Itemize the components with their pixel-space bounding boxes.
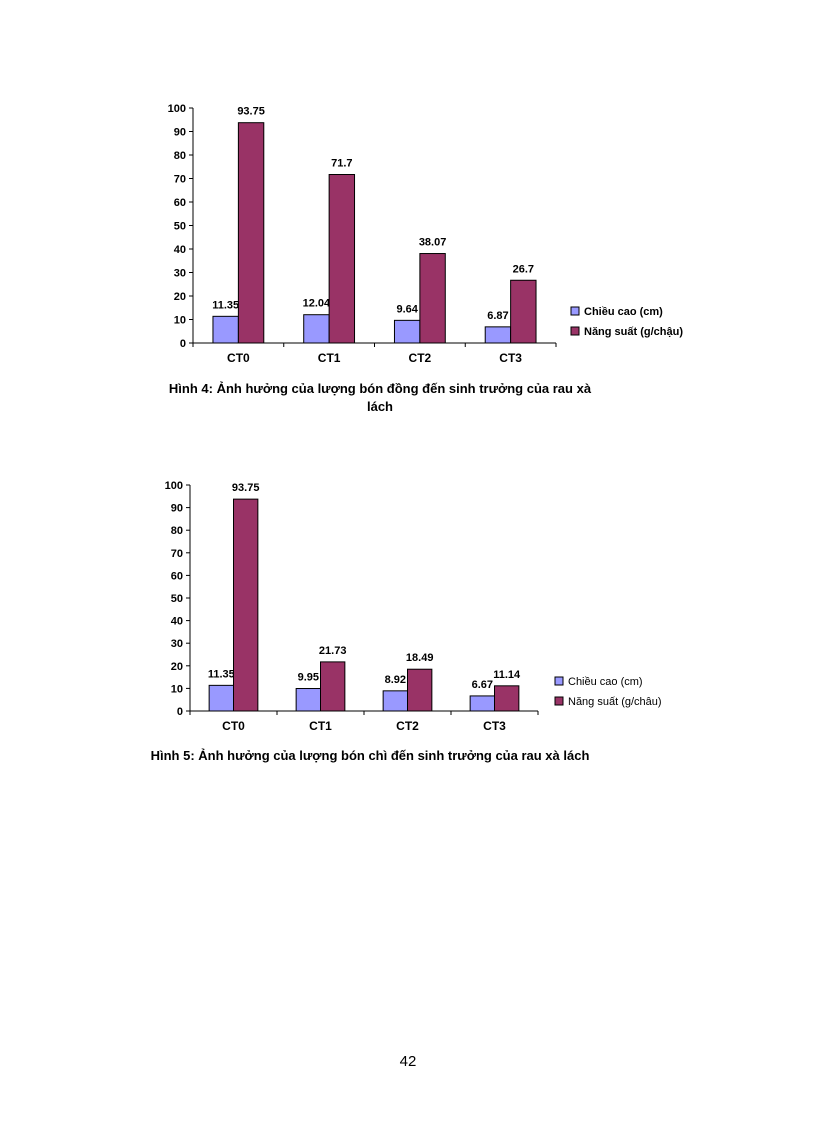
data-label: 11.14	[493, 669, 521, 681]
data-label: 71.7	[331, 158, 352, 170]
bar-height	[303, 314, 330, 344]
x-tick-label: CT3	[483, 719, 506, 733]
y-tick-label: 50	[174, 221, 186, 233]
data-label: 93.75	[237, 106, 265, 118]
data-label: 26.7	[513, 263, 534, 275]
legend-label: Chiều cao (cm)	[584, 306, 663, 318]
bar-yield	[407, 668, 433, 712]
bar-yield	[320, 661, 346, 712]
y-tick-label: 0	[177, 706, 183, 718]
y-tick-label: 40	[171, 616, 183, 628]
bar-yield	[510, 279, 537, 344]
y-tick-label: 70	[171, 548, 183, 560]
page-number: 42	[399, 1053, 417, 1070]
y-tick-label: 30	[171, 638, 183, 650]
y-tick-label: 100	[168, 103, 186, 115]
y-tick-label: 20	[171, 661, 183, 673]
bar-yield	[419, 253, 446, 344]
x-tick-label: CT2	[396, 719, 419, 733]
y-tick-label: 0	[180, 338, 186, 350]
bar-yield	[233, 498, 259, 712]
x-tick-label: CT1	[318, 351, 341, 365]
legend-label: Năng suất (g/châu)	[568, 696, 662, 708]
data-label: 38.07	[419, 237, 447, 249]
y-tick-label: 60	[171, 570, 183, 582]
x-tick-label: CT1	[309, 719, 332, 733]
x-tick-label: CT2	[409, 351, 432, 365]
bar-yield	[494, 685, 520, 712]
data-label: 6.67	[472, 679, 493, 691]
x-tick-label: CT0	[227, 351, 250, 365]
y-tick-label: 80	[174, 150, 186, 162]
chart-lead: 0 10 20 30 40 50 60 70 80 90 100 CT0 CT1 CT2 CT3 11.35 9…	[165, 480, 662, 733]
y-tick-label: 100	[165, 480, 183, 492]
data-label: 93.75	[232, 482, 260, 494]
bar-height	[484, 326, 512, 344]
y-tick-label: 50	[171, 593, 183, 605]
data-label: 6.87	[487, 310, 508, 322]
chart-copper: 0 10 20 30 40 50 60 70 80 90 100 CT0 CT1 CT2 CT3 11.35 1…	[168, 103, 684, 365]
bar-yield	[328, 174, 356, 344]
data-label: 12.04	[303, 298, 331, 310]
bar-height	[469, 695, 496, 712]
y-tick-label: 70	[174, 174, 186, 186]
x-tick-label: CT0	[222, 719, 245, 733]
y-tick-label: 60	[174, 197, 186, 209]
y-tick-label: 20	[174, 291, 186, 303]
figure-caption-5: Hình 5: Ảnh hưởng của lượng bón chì đến …	[150, 748, 590, 763]
figure-caption-4: Hình 4: Ảnh hưởng của lượng bón đồng đến…	[168, 381, 592, 414]
legend-swatch	[554, 696, 564, 706]
y-tick-label: 10	[174, 315, 186, 327]
bar-height	[382, 690, 409, 712]
legend-swatch	[570, 326, 580, 336]
data-label: 9.64	[396, 303, 418, 315]
data-label: 8.92	[385, 674, 406, 686]
x-tick-label: CT3	[499, 351, 522, 365]
legend-label: Năng suất (g/chậu)	[584, 326, 683, 338]
y-tick-label: 90	[171, 503, 183, 515]
legend-swatch	[570, 306, 580, 316]
y-tick-label: 90	[174, 127, 186, 139]
data-label: 18.49	[406, 652, 434, 664]
bar-height	[212, 315, 239, 344]
data-label: 9.95	[298, 672, 319, 684]
data-label: 11.35	[208, 668, 235, 680]
data-label: 11.35	[212, 299, 239, 311]
legend-swatch	[554, 676, 564, 686]
y-tick-label: 80	[171, 525, 183, 537]
bar-height	[295, 688, 322, 712]
bar-height	[393, 319, 421, 344]
data-label: 21.73	[319, 645, 347, 657]
y-tick-label: 30	[174, 268, 186, 280]
legend-label: Chiều cao (cm)	[568, 676, 643, 688]
bar-yield	[237, 122, 265, 344]
bar-height	[208, 684, 234, 712]
y-tick-label: 10	[171, 683, 183, 695]
y-tick-label: 40	[174, 244, 186, 256]
